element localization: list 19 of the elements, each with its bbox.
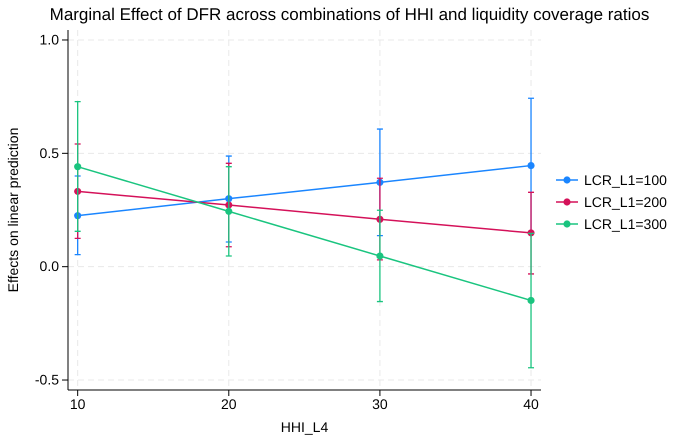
point: [527, 296, 535, 304]
x-tick-label: 30: [372, 396, 388, 412]
y-tick-label: -0.5: [34, 372, 60, 388]
y-axis-title: Effects on linear prediction: [5, 128, 21, 292]
x-tick-label: 20: [221, 396, 237, 412]
chart-title: Marginal Effect of DFR across combinations of HHI and liquidity coverage ratios: [50, 5, 650, 24]
y-tick-label: 0.0: [40, 258, 60, 274]
x-tick-label: 40: [523, 396, 540, 412]
point: [527, 162, 535, 170]
point: [74, 163, 82, 170]
point: [376, 252, 384, 260]
x-tick-label: 10: [70, 396, 86, 412]
legend-label: LCR_L1=300: [584, 216, 668, 232]
legend-label: LCR_L1=200: [584, 194, 668, 210]
x-axis-title: HHI_L4: [280, 419, 328, 435]
legend-label: LCR_L1=100: [584, 172, 668, 188]
y-tick-label: 1.0: [40, 31, 60, 48]
point: [225, 208, 232, 215]
y-tick-label: 0.5: [40, 144, 60, 161]
